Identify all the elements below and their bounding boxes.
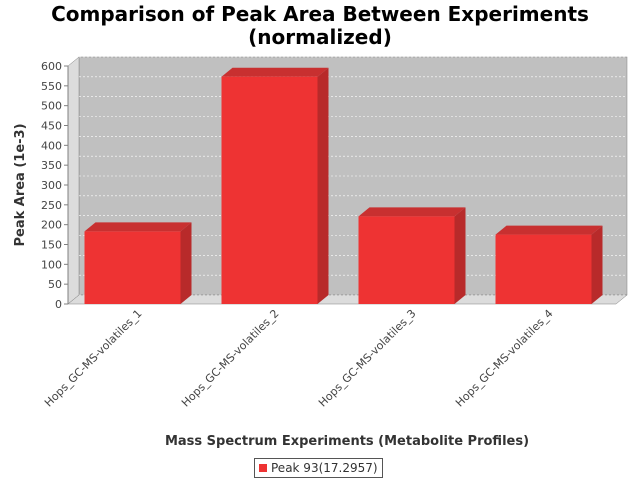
bar-front-face [221, 76, 318, 305]
bar-front-face [84, 231, 181, 304]
bar-3 [358, 207, 466, 304]
y-tick-label: 150 [41, 239, 62, 252]
chart-title: Comparison of Peak Area Between Experime… [0, 3, 640, 49]
y-tick-label: 50 [48, 278, 62, 291]
x-axis: Hops_GC-MS-volatiles_1 Hops_GC-MS-volatil… [42, 307, 556, 410]
bar-front-face [495, 234, 592, 304]
bar-side-face [454, 207, 466, 304]
y-tick-label: 250 [41, 199, 62, 212]
bar-side-face [317, 67, 329, 305]
x-tick-label: Hops_GC-MS-volatiles_1 [42, 307, 145, 410]
chart-title-line-1: Comparison of Peak Area Between Experime… [51, 2, 589, 26]
y-tick-label: 450 [41, 120, 62, 133]
bar-top-face [84, 222, 192, 232]
y-tick-label: 100 [41, 258, 62, 271]
y-tick-label: 200 [41, 219, 62, 232]
y-tick-label: 0 [55, 298, 62, 311]
bar-top-face [358, 207, 466, 217]
y-tick-label: 600 [41, 60, 62, 73]
y-axis: 0 50 100 150 200 250 300 350 400 450 500 550 600 [41, 60, 69, 311]
bar-top-face [221, 67, 329, 77]
x-axis-label: Mass Spectrum Experiments (Metabolite Pr… [165, 434, 529, 449]
bar-side-face [180, 222, 192, 304]
bars [84, 67, 603, 305]
x-tick-label: Hops_GC-MS-volatiles_3 [316, 307, 419, 410]
legend-swatch [259, 464, 267, 472]
y-tick-label: 350 [41, 159, 62, 172]
bar-side-face [591, 225, 603, 304]
plot-left-wall [67, 56, 80, 305]
bar-1 [84, 222, 192, 304]
bar-front-face [358, 216, 455, 304]
chart-title-line-2: (normalized) [248, 25, 392, 49]
bar-2 [221, 67, 329, 305]
bar-top-face [495, 225, 603, 235]
y-tick-label: 400 [41, 139, 62, 152]
legend-label: Peak 93(17.2957) [271, 461, 378, 475]
y-tick-label: 500 [41, 100, 62, 113]
y-axis-label: Peak Area (1e-3) [13, 123, 28, 246]
bar-4 [495, 225, 603, 304]
y-tick-label: 300 [41, 179, 62, 192]
y-tick-label: 550 [41, 80, 62, 93]
x-tick-label: Hops_GC-MS-volatiles_2 [179, 307, 282, 410]
x-tick-label: Hops_GC-MS-volatiles_4 [453, 307, 556, 410]
legend: Peak 93(17.2957) [254, 458, 383, 478]
